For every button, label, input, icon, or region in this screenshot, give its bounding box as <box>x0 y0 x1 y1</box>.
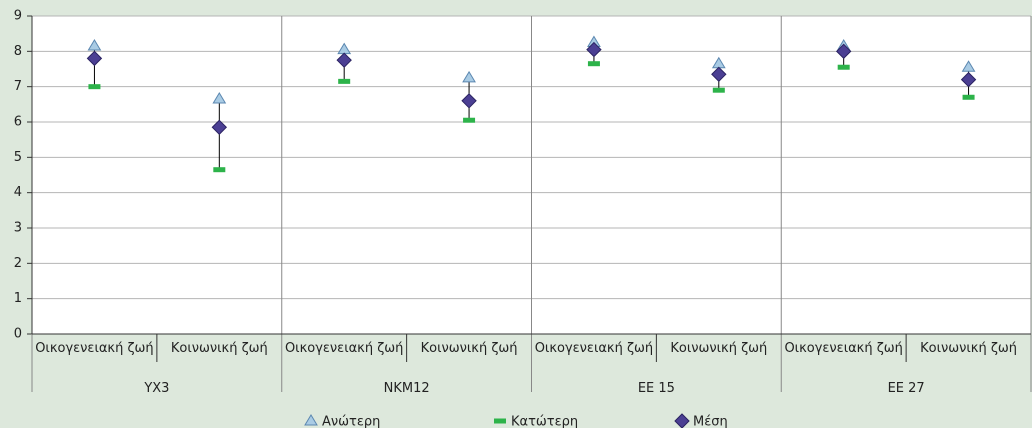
y-tick-label: 8 <box>14 44 22 59</box>
x-tick-label: Οικογενειακή ζωή <box>284 341 404 356</box>
legend-marker <box>494 418 506 424</box>
x-tick-label: Οικογενειακή ζωή <box>35 341 154 356</box>
group-label: ΕΕ 15 <box>637 381 675 396</box>
x-tick-label: Κοινωνική ζωή <box>920 341 1018 356</box>
marker <box>962 94 975 100</box>
legend-label: Ανώτερη <box>322 415 380 428</box>
y-tick-label: 6 <box>14 115 22 130</box>
marker <box>461 93 477 109</box>
y-tick-label: 3 <box>14 221 22 236</box>
y-tick-label: 4 <box>14 185 22 200</box>
marker <box>586 41 602 58</box>
marker <box>212 92 227 104</box>
group-label: ΝΚΜ12 <box>383 381 430 396</box>
y-tick-label: 5 <box>14 150 22 165</box>
marker <box>336 52 352 68</box>
marker <box>837 64 850 70</box>
x-tick-label: Κοινωνική ζωή <box>420 341 518 356</box>
marker <box>711 66 727 83</box>
y-tick-label: 1 <box>14 291 22 306</box>
marker <box>463 117 476 123</box>
marker <box>211 119 228 136</box>
x-tick-label: Οικογενειακή ζωή <box>784 341 903 356</box>
marker <box>587 61 600 67</box>
y-tick-label: 2 <box>14 256 22 271</box>
marker <box>835 43 852 60</box>
marker <box>87 39 102 51</box>
y-tick-label: 0 <box>14 327 22 342</box>
y-tick-label: 7 <box>14 79 22 94</box>
legend-marker <box>304 414 318 426</box>
marker <box>960 71 977 88</box>
legend-marker <box>674 413 690 428</box>
group-label: ΕΕ 27 <box>887 381 925 396</box>
marker <box>961 60 976 72</box>
marker <box>88 84 101 90</box>
group-label: ΥΧ3 <box>144 381 170 396</box>
marker <box>86 50 103 67</box>
x-tick-label: Κοινωνική ζωή <box>670 341 768 356</box>
x-tick-label: Κοινωνική ζωή <box>170 341 268 356</box>
y-tick-label: 9 <box>14 9 22 24</box>
marker <box>712 87 725 93</box>
marker <box>338 78 351 84</box>
legend-label: Κατώτερη <box>511 415 578 428</box>
marker <box>462 70 476 83</box>
legend-label: Μέση <box>693 415 728 428</box>
marker <box>213 167 226 173</box>
x-tick-label: Οικογενειακή ζωή <box>534 341 654 356</box>
